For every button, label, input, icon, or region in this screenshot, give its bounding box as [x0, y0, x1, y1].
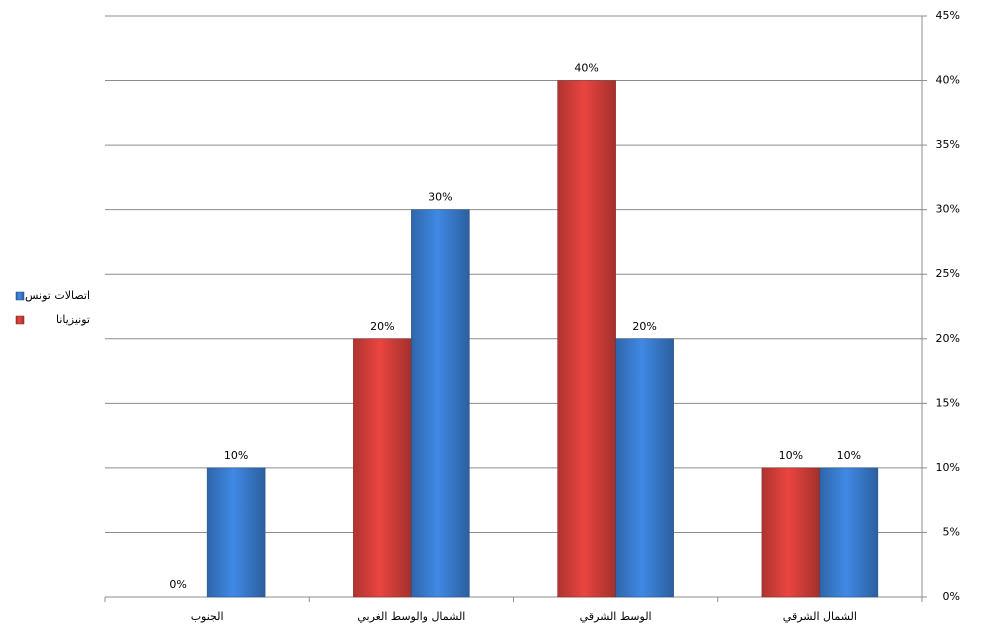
- x-tick-label: الوسط الشرقي: [580, 610, 652, 623]
- y-tick-label: 45%: [936, 9, 960, 22]
- legend-swatch: [15, 291, 25, 301]
- bar: [615, 338, 674, 598]
- value-label: 10%: [837, 449, 861, 462]
- x-tick-label: الشمال الشرقي: [783, 610, 857, 623]
- bar: [761, 467, 821, 598]
- y-tick-label: 5%: [943, 525, 960, 538]
- bar: [557, 80, 616, 598]
- legend-label: تونيزيانا: [56, 313, 90, 326]
- y-tick-label: 30%: [936, 203, 960, 216]
- y-tick-label: 10%: [936, 461, 960, 474]
- x-tick-label: الجنوب: [191, 610, 224, 623]
- x-tick-label: الشمال والوسط الغربي: [357, 610, 465, 623]
- y-tick-label: 0%: [943, 590, 960, 603]
- value-label: 30%: [428, 191, 452, 204]
- bar: [819, 467, 879, 598]
- y-tick-label: 15%: [936, 396, 960, 409]
- y-tick-label: 20%: [936, 332, 960, 345]
- y-tick-label: 40%: [936, 74, 960, 87]
- value-label: 0%: [169, 578, 186, 591]
- legend-label: اتصالات تونس: [25, 289, 90, 302]
- bar: [411, 209, 470, 598]
- value-label: 10%: [779, 449, 803, 462]
- value-label: 20%: [370, 320, 394, 333]
- bar: [206, 467, 266, 598]
- bar: [353, 338, 412, 598]
- value-label: 10%: [224, 449, 248, 462]
- value-label: 40%: [574, 62, 598, 75]
- value-label: 20%: [632, 320, 656, 333]
- legend-swatch: [15, 315, 25, 325]
- y-tick-label: 25%: [936, 267, 960, 280]
- y-tick-label: 35%: [936, 138, 960, 151]
